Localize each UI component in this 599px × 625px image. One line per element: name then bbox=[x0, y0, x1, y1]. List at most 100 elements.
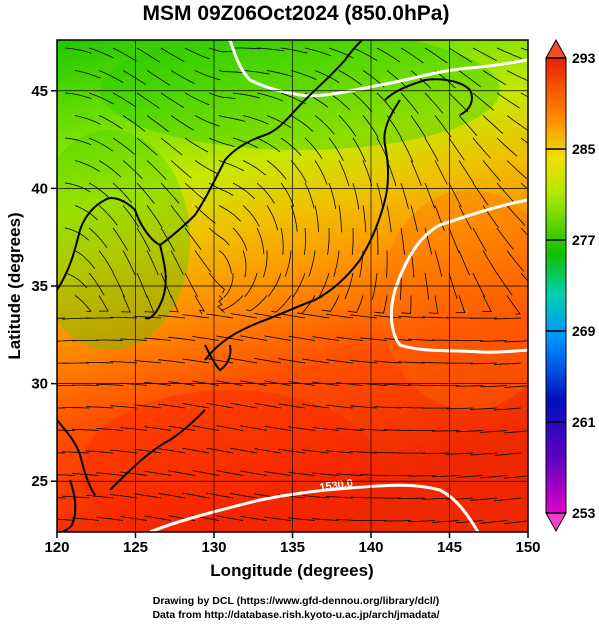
colorbar-tick-label: 285 bbox=[572, 141, 596, 157]
streamline bbox=[290, 115, 314, 132]
streamline bbox=[216, 515, 244, 521]
streamline bbox=[74, 115, 101, 125]
streamline bbox=[280, 47, 308, 54]
streamline bbox=[469, 362, 498, 365]
streamline bbox=[208, 227, 230, 246]
streamline bbox=[386, 205, 392, 233]
streamline bbox=[122, 250, 136, 275]
streamline bbox=[266, 70, 294, 78]
streamline bbox=[374, 360, 402, 364]
streamline bbox=[242, 250, 247, 278]
streamline bbox=[192, 380, 220, 386]
streamline bbox=[292, 272, 306, 298]
streamline bbox=[400, 92, 419, 114]
streamline bbox=[360, 337, 388, 341]
streamline bbox=[264, 425, 292, 431]
streamline bbox=[57, 497, 66, 499]
streamline bbox=[448, 227, 460, 254]
streamline bbox=[170, 70, 195, 84]
streamline bbox=[85, 406, 114, 409]
streamline bbox=[170, 160, 192, 179]
streamline bbox=[397, 406, 426, 409]
streamline bbox=[240, 515, 268, 521]
streamline bbox=[254, 313, 282, 319]
streamline bbox=[472, 182, 489, 206]
streamline bbox=[158, 359, 186, 364]
streamline bbox=[120, 427, 148, 431]
streamline bbox=[304, 182, 315, 209]
colorbar-tick-label: 261 bbox=[572, 414, 596, 430]
streamline bbox=[326, 495, 354, 499]
streamline bbox=[400, 137, 414, 163]
streamline bbox=[374, 315, 402, 319]
streamline bbox=[424, 137, 439, 162]
streamline bbox=[98, 115, 123, 130]
streamline bbox=[136, 137, 158, 156]
streamline bbox=[134, 404, 162, 409]
streamline bbox=[326, 313, 354, 319]
streamline bbox=[208, 272, 225, 294]
streamline bbox=[278, 403, 306, 409]
streamline bbox=[456, 475, 484, 478]
streamline bbox=[520, 92, 528, 98]
x-tick-label: 130 bbox=[201, 539, 226, 556]
y-axis-ticks: 25 30 35 40 45 bbox=[31, 83, 57, 490]
colorbar-ticks: 253 261 269 277 285 293 bbox=[546, 50, 596, 521]
streamline bbox=[373, 451, 402, 454]
y-axis-title: Latitude (degrees) bbox=[5, 212, 24, 359]
geopotential-contours bbox=[149, 40, 528, 532]
streamline bbox=[407, 520, 436, 523]
streamline bbox=[88, 227, 108, 249]
streamline bbox=[256, 182, 275, 204]
streamline bbox=[314, 205, 319, 233]
streamline bbox=[206, 447, 234, 454]
streamline bbox=[208, 137, 235, 148]
streamline bbox=[504, 520, 528, 524]
streamline bbox=[408, 475, 436, 477]
streamline bbox=[496, 272, 513, 296]
streamline bbox=[458, 160, 475, 184]
streamline bbox=[431, 475, 460, 478]
streamline bbox=[520, 272, 528, 282]
streamline bbox=[110, 405, 138, 409]
streamline bbox=[458, 250, 470, 276]
streamline bbox=[144, 515, 172, 521]
streamline bbox=[61, 451, 90, 454]
streamline bbox=[455, 295, 466, 314]
streamline bbox=[472, 227, 487, 252]
streamline bbox=[206, 358, 234, 364]
streamline bbox=[448, 92, 469, 113]
streamline bbox=[134, 316, 162, 319]
streamline bbox=[421, 362, 449, 364]
streamline bbox=[312, 518, 340, 521]
streamline bbox=[352, 182, 360, 210]
streamline bbox=[431, 339, 459, 341]
streamline bbox=[480, 430, 508, 433]
streamline bbox=[96, 472, 124, 476]
streamline bbox=[266, 115, 292, 129]
streamline bbox=[230, 357, 258, 364]
streamline bbox=[120, 471, 148, 476]
streamline bbox=[98, 295, 109, 312]
streamline bbox=[321, 295, 340, 312]
streamline bbox=[192, 336, 220, 341]
streamline bbox=[350, 314, 378, 319]
streamline bbox=[504, 385, 528, 388]
streamline bbox=[494, 497, 522, 502]
streamline bbox=[352, 137, 366, 163]
streamline bbox=[144, 470, 172, 476]
streamline bbox=[446, 497, 474, 501]
streamline bbox=[206, 492, 234, 499]
streamline bbox=[312, 472, 340, 476]
streamline bbox=[351, 227, 354, 256]
streamline bbox=[136, 182, 155, 204]
streamline bbox=[352, 92, 373, 113]
coastline-korea bbox=[144, 244, 167, 320]
streamline bbox=[136, 92, 160, 109]
streamline bbox=[448, 182, 462, 208]
streamline bbox=[271, 295, 292, 313]
streamline bbox=[158, 492, 186, 499]
streamline bbox=[184, 47, 210, 60]
coastline-ryukyu bbox=[109, 409, 206, 491]
coastline-japan bbox=[204, 99, 401, 361]
